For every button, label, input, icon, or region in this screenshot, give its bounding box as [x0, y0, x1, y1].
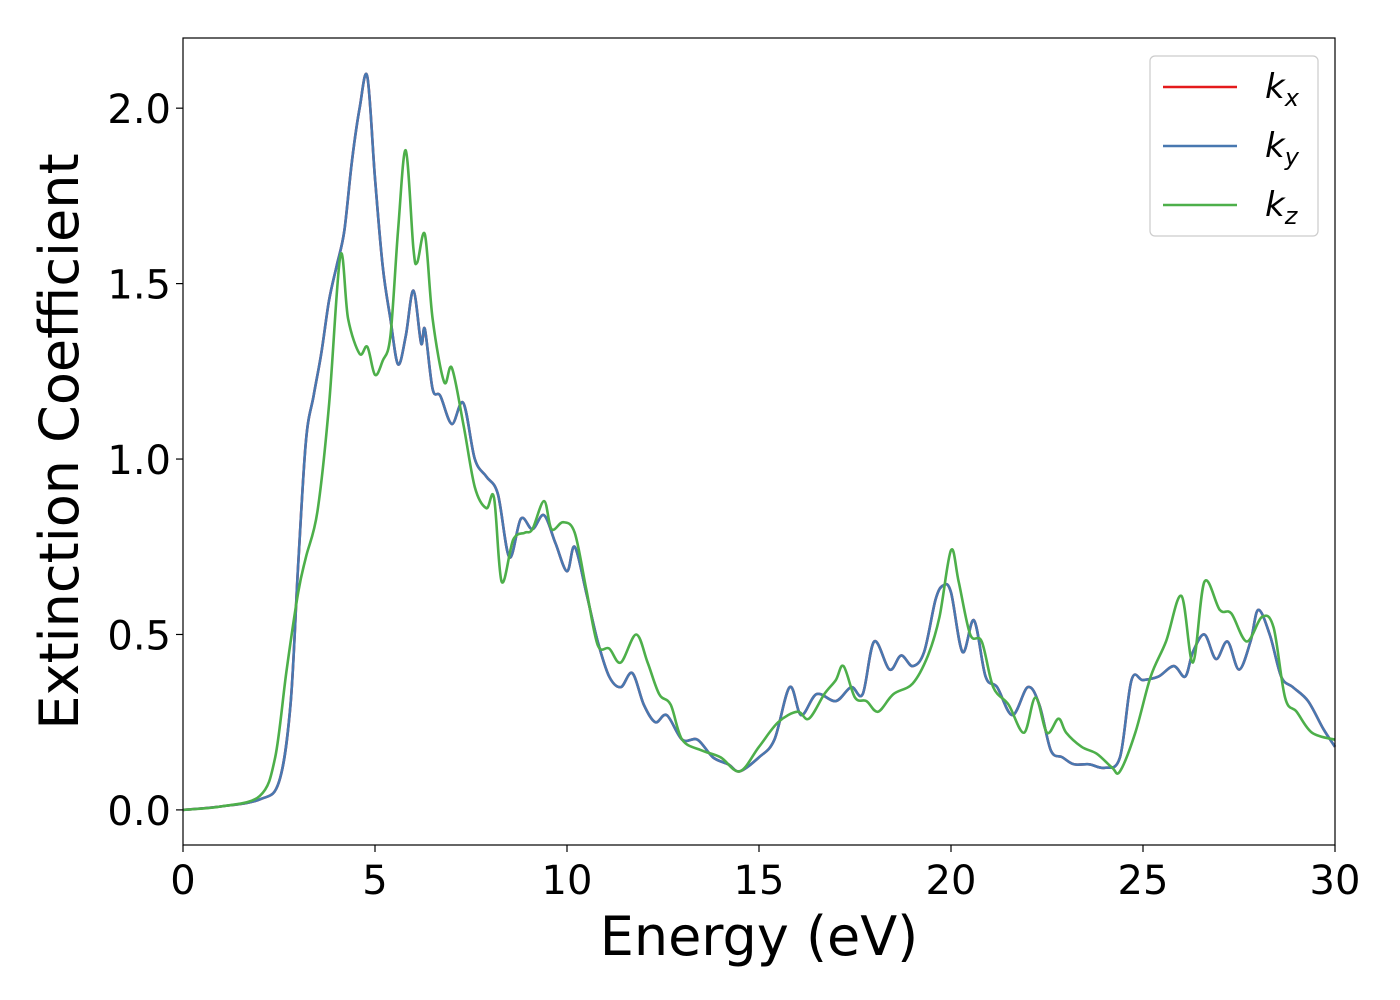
x-tick-label: 0	[170, 858, 195, 904]
x-axis-label: Energy (eV)	[600, 905, 919, 968]
legend-label: ky	[1265, 126, 1300, 171]
x-tick-label: 25	[1118, 858, 1169, 904]
axis-ticks: 0 5 10 15 20 25 30 0.0 0.5 1.0 1.5 2.0	[107, 87, 1360, 904]
x-tick-label: 20	[926, 858, 977, 904]
y-tick-label: 0.0	[107, 789, 171, 835]
legend: kx ky kz	[1149, 55, 1319, 237]
legend-label: kx	[1265, 67, 1300, 112]
y-axis-label: Extinction Coefficient	[28, 153, 91, 729]
x-tick-label: 10	[542, 858, 593, 904]
series-lines	[182, 72, 1337, 812]
y-tick-label: 0.5	[107, 613, 171, 659]
x-tick-label: 5	[362, 858, 387, 904]
x-tick-label: 30	[1310, 858, 1361, 904]
y-tick-label: 1.0	[107, 438, 171, 484]
x-tick-label: 15	[734, 858, 785, 904]
series-line-ky	[182, 72, 1337, 812]
legend-label: kz	[1265, 185, 1299, 230]
series-line-kz	[182, 148, 1336, 812]
y-tick-label: 2.0	[107, 87, 171, 133]
y-tick-label: 1.5	[107, 263, 171, 309]
